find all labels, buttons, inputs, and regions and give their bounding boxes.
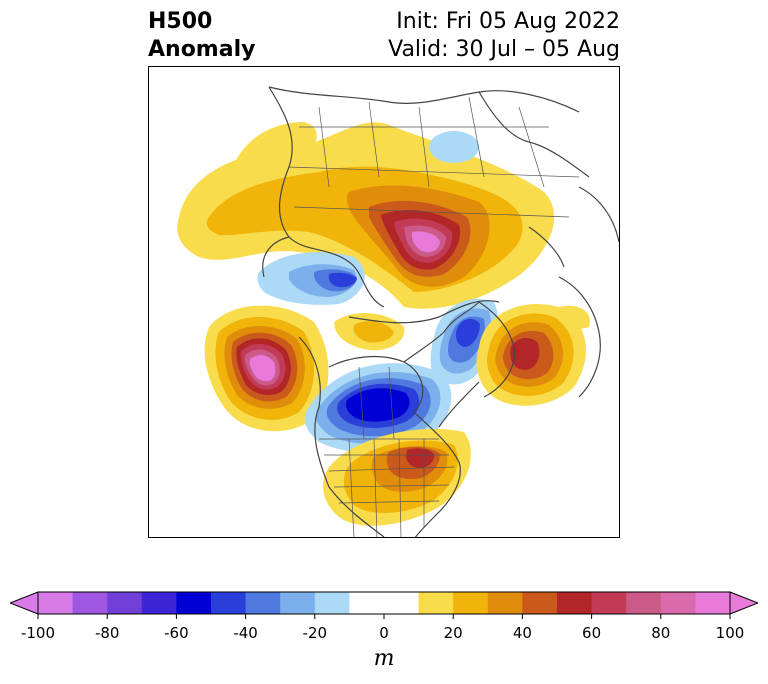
colorbar-segment — [591, 592, 627, 614]
variable-title: H500 — [148, 9, 213, 34]
colorbar — [10, 590, 758, 620]
colorbar-segment — [349, 592, 385, 614]
field-title: Anomaly — [148, 37, 256, 62]
colorbar-tick-label: 40 — [512, 624, 532, 642]
colorbar-unit-label: m — [373, 646, 395, 671]
colorbar-segment — [107, 592, 143, 614]
colorbar-segment — [72, 592, 108, 614]
colorbar-tick-label: -60 — [164, 624, 189, 642]
anomaly-atlantic-positive — [559, 305, 590, 329]
colorbar-tick-label: 60 — [582, 624, 602, 642]
colorbar-segment — [384, 592, 420, 614]
colorbar-extend-high — [729, 591, 758, 615]
anomaly-bering-positive — [229, 122, 317, 179]
anomaly-russia-negative — [429, 131, 479, 163]
colorbar-tick-label: -100 — [20, 624, 56, 642]
anomaly-map — [148, 66, 620, 538]
valid-period: Valid: 30 Jul – 05 Aug — [388, 37, 620, 62]
colorbar-segment — [522, 592, 558, 614]
anomaly-bering-negative — [257, 252, 365, 305]
colorbar-segment — [211, 592, 247, 614]
colorbar-tick-label: -20 — [302, 624, 328, 642]
colorbar-segment — [487, 592, 523, 614]
anomaly-gulf-alaska-positive — [204, 305, 329, 432]
init-time: Init: Fri 05 Aug 2022 — [396, 9, 620, 34]
political-borders — [288, 96, 580, 537]
colorbar-tick-label: -40 — [233, 624, 258, 642]
colorbar-svg — [10, 591, 758, 619]
colorbar-segment — [314, 592, 350, 614]
colorbar-tick-label: 80 — [651, 624, 671, 642]
title-left: H500 Anomaly — [148, 8, 255, 64]
colorbar-segment — [141, 592, 177, 614]
colorbar-segment — [38, 592, 74, 614]
colorbar-segment — [660, 592, 696, 614]
colorbar-segment — [418, 592, 454, 614]
map-svg — [149, 67, 619, 537]
colorbar-segment — [245, 592, 281, 614]
colorbar-segment — [453, 592, 489, 614]
coastlines — [262, 86, 619, 537]
colorbar-tick-label: 0 — [379, 624, 389, 642]
colorbar-segment — [626, 592, 662, 614]
colorbar-segment — [280, 592, 316, 614]
colorbar-tick-label: 20 — [443, 624, 463, 642]
colorbar-segment — [176, 592, 212, 614]
colorbar-segment — [695, 592, 731, 614]
colorbar-tick-label: -80 — [94, 624, 120, 642]
colorbar-tick-label: 100 — [715, 624, 745, 642]
colorbar-segment — [557, 592, 593, 614]
title-right: Init: Fri 05 Aug 2022 Valid: 30 Jul – 05… — [388, 8, 620, 64]
colorbar-extend-low — [10, 591, 39, 615]
